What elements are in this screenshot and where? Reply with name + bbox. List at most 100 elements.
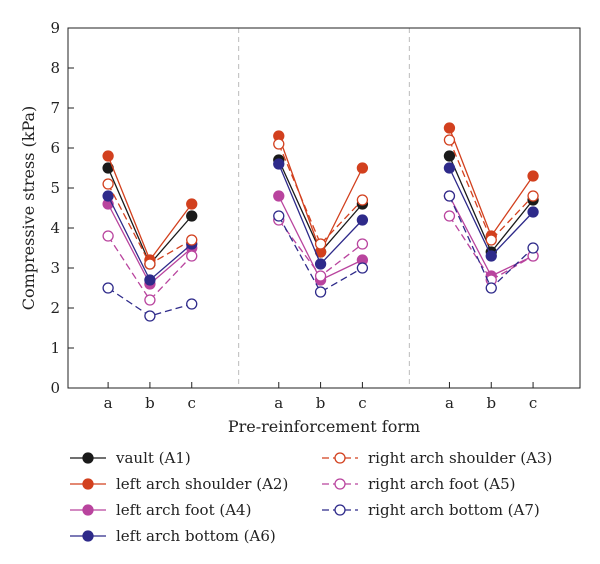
x-tick-label: a (445, 394, 454, 412)
data-point (186, 298, 198, 310)
series-line (448, 215, 534, 281)
series-line (107, 235, 193, 302)
x-tick-label: b (486, 394, 496, 412)
legend-item: vault (A1) (70, 449, 191, 467)
legend-label: left arch foot (A4) (116, 501, 251, 519)
series-line (278, 143, 363, 246)
data-point (356, 194, 369, 206)
legend-swatch-marker (82, 452, 94, 464)
legend-label: right arch foot (A5) (368, 475, 515, 493)
legend-item: right arch shoulder (A3) (322, 449, 552, 467)
x-tick-label: c (358, 394, 366, 412)
y-tick-label: 2 (50, 299, 60, 317)
legend-item: left arch foot (A4) (70, 501, 251, 519)
legend-item: left arch bottom (A6) (70, 527, 276, 545)
legend-swatch-marker (334, 478, 346, 490)
data-point (443, 162, 456, 174)
series-5 (102, 134, 539, 270)
legend-label: vault (A1) (115, 449, 191, 467)
x-tick-label: b (316, 394, 326, 412)
series-line (278, 215, 363, 293)
legend-swatch-marker (82, 478, 94, 490)
data-point (102, 230, 114, 242)
data-point (485, 234, 497, 246)
data-point (485, 282, 497, 294)
y-tick-label: 9 (50, 19, 60, 37)
data-point (144, 258, 156, 270)
data-point (527, 206, 539, 218)
legend-swatch-marker (82, 504, 94, 516)
legend-label: left arch bottom (A6) (116, 527, 276, 545)
legend-item: right arch bottom (A7) (322, 501, 540, 519)
legend-swatch-marker (334, 504, 346, 516)
legend-label: right arch shoulder (A3) (368, 449, 552, 467)
data-point (443, 150, 456, 162)
data-point (102, 178, 114, 190)
data-point (356, 238, 369, 250)
x-tick-label: b (145, 394, 155, 412)
legend-item: right arch foot (A5) (322, 475, 515, 493)
data-point (527, 190, 539, 202)
series-layer (102, 122, 539, 322)
data-point (102, 150, 114, 162)
data-point (273, 210, 285, 222)
y-tick-label: 6 (50, 139, 60, 157)
data-point (485, 250, 497, 262)
data-point (144, 310, 156, 322)
legend-label: right arch bottom (A7) (368, 501, 540, 519)
legend-label: left arch shoulder (A2) (116, 475, 288, 493)
series-line (107, 203, 193, 286)
data-point (314, 258, 327, 270)
data-point (356, 214, 369, 226)
data-point (314, 286, 327, 298)
data-point (186, 250, 198, 262)
legend-swatch-marker (334, 452, 346, 464)
plot-frame (67, 27, 581, 389)
y-axis-label: Compressive stress (kPa) (19, 106, 38, 311)
group-separators (238, 28, 410, 388)
data-point (356, 262, 369, 274)
data-point (186, 198, 198, 210)
y-tick-label: 1 (50, 339, 60, 357)
data-point (273, 190, 285, 202)
series-7 (102, 190, 539, 322)
data-point (144, 294, 156, 306)
legend-swatch-marker (82, 530, 94, 542)
legend-item: left arch shoulder (A2) (70, 475, 288, 493)
y-tick-label: 3 (50, 259, 60, 277)
legend: vault (A1) left arch shoulder (A2) left ar… (70, 449, 552, 545)
data-point (273, 138, 285, 150)
data-point (527, 170, 539, 182)
data-point (443, 134, 456, 146)
series-4 (102, 158, 539, 286)
data-point (356, 162, 369, 174)
axes (67, 27, 581, 389)
data-point (443, 122, 456, 134)
data-point (273, 158, 285, 170)
series-6 (102, 210, 539, 306)
x-tick-label: a (274, 394, 283, 412)
data-point (314, 270, 327, 282)
data-point (443, 210, 456, 222)
x-tick-label: a (104, 394, 113, 412)
y-tick-label: 7 (50, 99, 60, 117)
series-line (107, 167, 193, 266)
data-point (443, 190, 456, 202)
data-point (186, 210, 198, 222)
data-point (102, 190, 114, 202)
y-tick-label: 4 (50, 219, 60, 237)
data-point (527, 242, 539, 254)
x-axis-label: Pre-reinforcement form (228, 417, 420, 436)
data-point (102, 282, 114, 294)
series-line (448, 139, 534, 242)
y-tick-label: 8 (50, 59, 60, 77)
x-tick-label: c (188, 394, 196, 412)
y-tick-label: 5 (50, 179, 60, 197)
data-point (314, 238, 327, 250)
data-point (144, 274, 156, 286)
x-tick-label: c (529, 394, 537, 412)
y-axis-ticks: 0 1 2 3 4 5 6 7 8 9 (50, 19, 74, 397)
y-tick-label: 0 (50, 379, 60, 397)
